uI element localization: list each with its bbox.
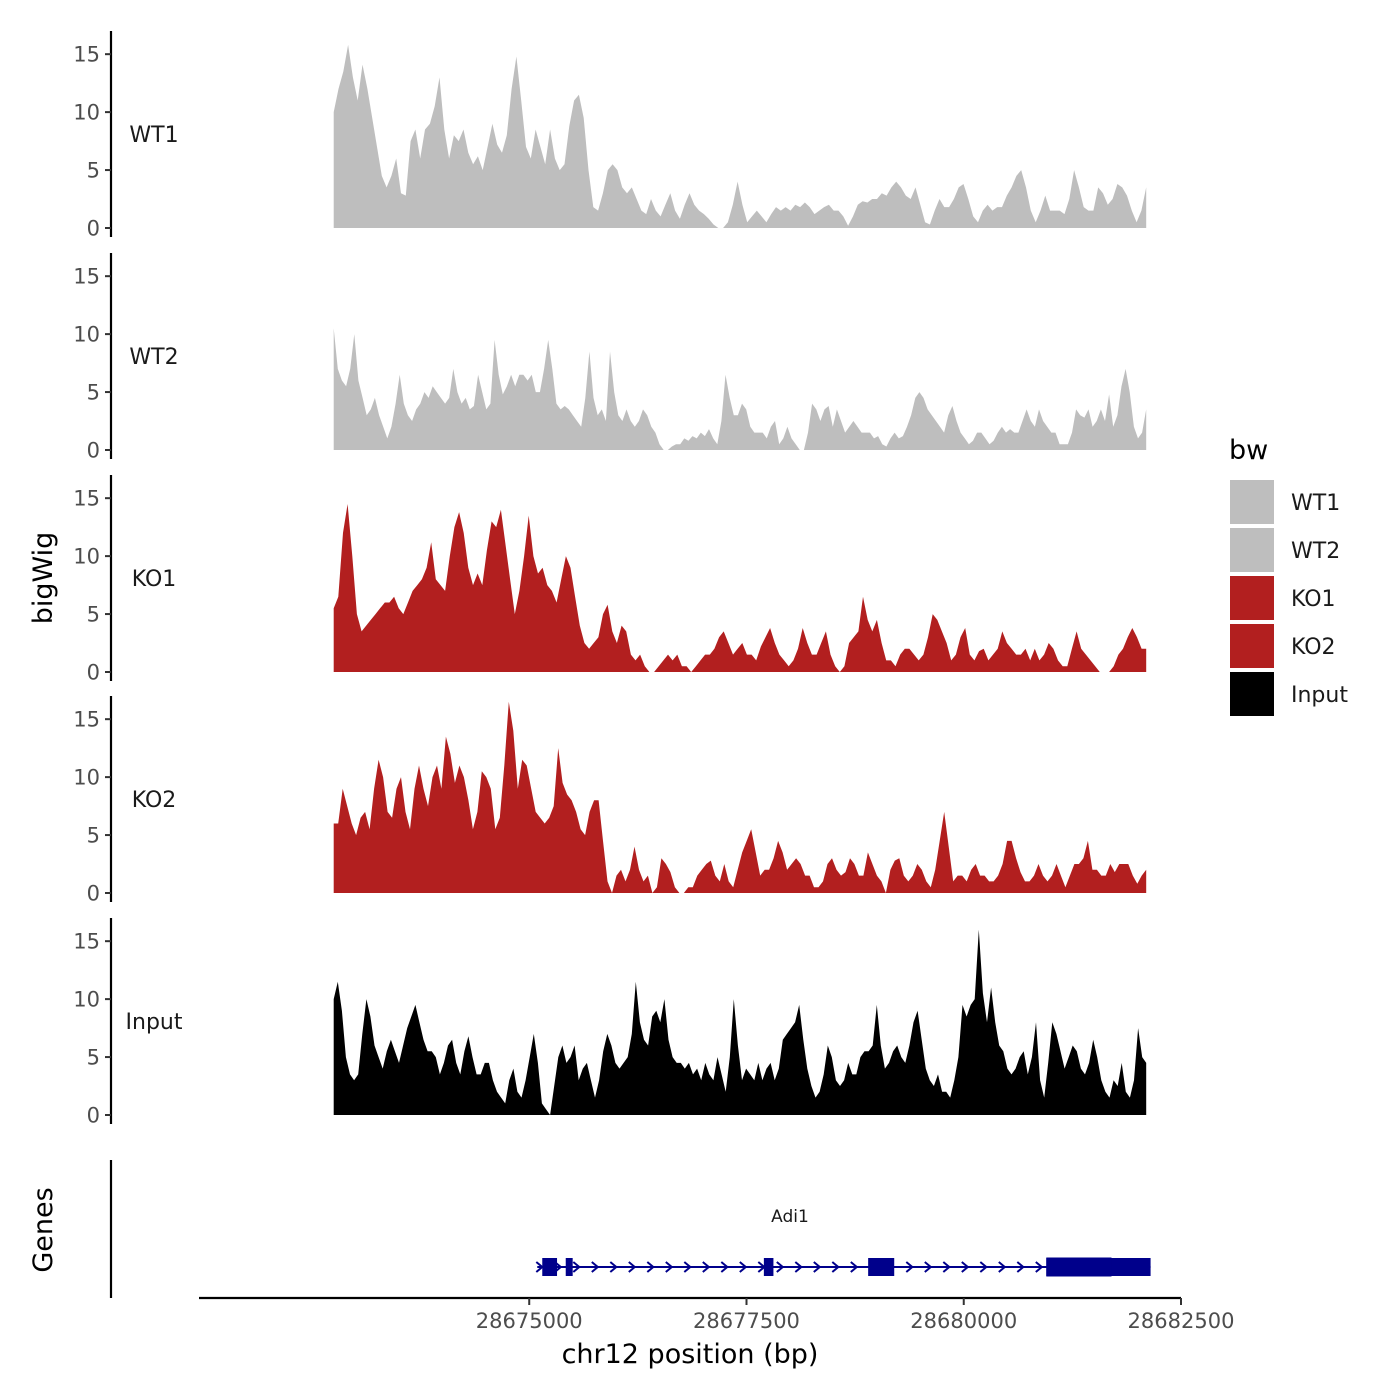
strand-arrow <box>720 1261 729 1273</box>
strand-arrow <box>739 1261 748 1273</box>
track-label-wt2: WT2 <box>129 345 178 370</box>
track-label-input: Input <box>126 1010 183 1035</box>
y-tick-label: 0 <box>87 1104 100 1128</box>
x-ticks: 28675000 28677500 28680000 28682500 <box>476 1298 1235 1333</box>
strand-arrow <box>609 1261 618 1273</box>
genes-track: Genes Adi1 <box>28 1160 1151 1298</box>
track-ko1: 0 5 10 15 KO1 <box>73 475 1147 685</box>
y-tick-label: 15 <box>73 930 100 954</box>
strand-arrow <box>628 1261 637 1273</box>
signal-area-ko1 <box>333 504 1147 672</box>
strand-arrow <box>794 1261 803 1273</box>
signal-area-wt2 <box>333 328 1147 450</box>
strand-arrow <box>702 1261 711 1273</box>
y-tick-label: 10 <box>73 545 100 569</box>
legend-label-ko1: KO1 <box>1291 587 1336 612</box>
legend: bw WT1 WT2 KO1 KO2 Input <box>1228 435 1348 718</box>
track-wt1: 0 5 10 15 WT1 <box>73 31 1147 241</box>
y-tick-label: 10 <box>73 101 100 125</box>
y-tick-label: 5 <box>87 381 100 405</box>
y-tick-label: 15 <box>73 265 100 289</box>
track-label-ko1: KO1 <box>132 567 177 592</box>
strand-arrow <box>850 1261 859 1273</box>
gene-name-label: Adi1 <box>771 1207 809 1227</box>
x-axis-title: chr12 position (bp) <box>562 1339 819 1370</box>
strand-arrow <box>813 1261 822 1273</box>
strand-arrow <box>572 1261 581 1273</box>
strand-arrow <box>683 1261 692 1273</box>
strand-arrow <box>998 1261 1007 1273</box>
gene-model <box>535 1257 1151 1277</box>
signal-tracks: 0 5 10 15 WT1 0 5 10 15 WT2 0 5 10 15 KO1 0 5 10 15 KO2 0 5 10… <box>73 31 1147 1128</box>
y-tick-label: 5 <box>87 1046 100 1070</box>
strand-arrow <box>776 1261 785 1273</box>
x-tick-label: 28682500 <box>1128 1309 1235 1333</box>
legend-key-wt2 <box>1228 526 1276 574</box>
legend-title: bw <box>1229 435 1268 466</box>
legend-label-ko2: KO2 <box>1291 635 1336 660</box>
signal-area-wt1 <box>333 44 1147 229</box>
strand-arrow <box>665 1261 674 1273</box>
legend-label-wt2: WT2 <box>1291 539 1340 564</box>
legend-key-ko2 <box>1228 622 1276 670</box>
y-tick-label: 15 <box>73 708 100 732</box>
signal-area-input <box>333 929 1147 1115</box>
x-tick-label: 28677500 <box>693 1309 800 1333</box>
strand-arrow <box>979 1261 988 1273</box>
strand-arrow <box>591 1261 600 1273</box>
y-tick-label: 0 <box>87 661 100 685</box>
gene-exon <box>565 1258 573 1276</box>
x-axis: 28675000 28677500 28680000 28682500 chr12 p… <box>199 1296 1235 1370</box>
track-label-ko2: KO2 <box>132 788 177 813</box>
y-tick-label: 15 <box>73 487 100 511</box>
y-tick-label: 10 <box>73 766 100 790</box>
legend-label-wt1: WT1 <box>1291 491 1340 516</box>
x-tick-label: 28680000 <box>910 1309 1017 1333</box>
gene-coding-exon <box>1046 1257 1112 1277</box>
y-axis-title: bigWig <box>28 532 59 625</box>
gene-exon <box>542 1258 558 1276</box>
gene-exon <box>868 1258 895 1276</box>
strand-arrow <box>942 1261 951 1273</box>
strand-arrow <box>924 1261 933 1273</box>
strand-arrow <box>961 1261 970 1273</box>
strand-arrow <box>1016 1261 1025 1273</box>
signal-area-ko2 <box>333 701 1147 893</box>
track-input: 0 5 10 15 Input <box>73 918 1147 1128</box>
track-wt2: 0 5 10 15 WT2 <box>73 253 1147 463</box>
y-tick-label: 10 <box>73 988 100 1012</box>
y-tick-label: 0 <box>87 882 100 906</box>
strand-arrow <box>646 1261 655 1273</box>
y-tick-label: 15 <box>73 43 100 67</box>
y-tick-label: 5 <box>87 824 100 848</box>
legend-key-wt1 <box>1228 478 1276 526</box>
track-ko2: 0 5 10 15 KO2 <box>73 696 1147 906</box>
y-tick-label: 0 <box>87 439 100 463</box>
strand-arrow <box>1035 1261 1044 1273</box>
genes-track-title: Genes <box>28 1187 59 1272</box>
legend-key-input <box>1228 670 1276 718</box>
x-tick-label: 28675000 <box>476 1309 583 1333</box>
gene-exon <box>763 1258 774 1276</box>
legend-key-ko1 <box>1228 574 1276 622</box>
legend-label-input: Input <box>1291 683 1348 708</box>
y-tick-label: 10 <box>73 323 100 347</box>
legend-items: WT1 WT2 KO1 KO2 Input <box>1228 478 1348 718</box>
y-tick-label: 0 <box>87 217 100 241</box>
track-label-wt1: WT1 <box>129 123 178 148</box>
y-tick-label: 5 <box>87 603 100 627</box>
y-tick-label: 5 <box>87 159 100 183</box>
strand-arrow <box>831 1261 840 1273</box>
strand-arrow <box>905 1261 914 1273</box>
